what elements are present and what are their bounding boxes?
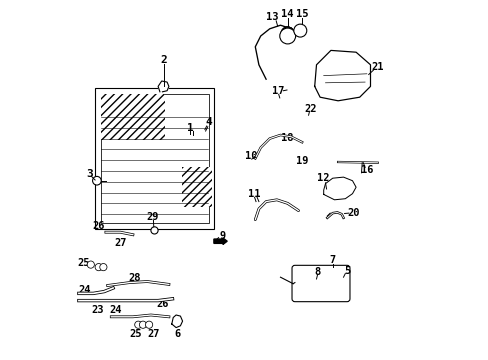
Text: 7: 7 bbox=[329, 255, 335, 265]
Text: 22: 22 bbox=[304, 104, 316, 114]
Circle shape bbox=[134, 321, 142, 328]
Circle shape bbox=[100, 264, 107, 271]
Bar bbox=[101, 94, 208, 223]
Circle shape bbox=[293, 24, 306, 37]
Circle shape bbox=[281, 27, 294, 40]
Text: 15: 15 bbox=[295, 9, 308, 19]
Text: 29: 29 bbox=[146, 212, 159, 222]
Bar bbox=[101, 94, 165, 140]
Text: 25: 25 bbox=[129, 329, 142, 339]
Circle shape bbox=[95, 264, 102, 271]
Text: 27: 27 bbox=[147, 329, 160, 339]
Circle shape bbox=[281, 27, 294, 40]
Text: 4: 4 bbox=[204, 117, 211, 127]
Polygon shape bbox=[171, 315, 182, 328]
Text: 2: 2 bbox=[160, 55, 166, 66]
Text: 26: 26 bbox=[93, 221, 105, 231]
Text: 12: 12 bbox=[317, 173, 329, 183]
Text: 19: 19 bbox=[295, 156, 308, 166]
Text: 16: 16 bbox=[360, 165, 372, 175]
Text: 13: 13 bbox=[266, 12, 278, 22]
Text: 17: 17 bbox=[272, 86, 285, 96]
Text: 8: 8 bbox=[314, 267, 320, 277]
FancyArrow shape bbox=[213, 238, 227, 244]
Polygon shape bbox=[158, 81, 168, 92]
Bar bbox=[181, 167, 212, 207]
Circle shape bbox=[295, 25, 305, 34]
Circle shape bbox=[92, 176, 101, 185]
Circle shape bbox=[139, 321, 146, 328]
Polygon shape bbox=[314, 50, 370, 101]
Circle shape bbox=[279, 28, 295, 44]
FancyBboxPatch shape bbox=[291, 265, 349, 302]
Text: 6: 6 bbox=[174, 329, 180, 339]
Text: 10: 10 bbox=[244, 150, 257, 161]
Text: 24: 24 bbox=[109, 305, 122, 315]
Text: 24: 24 bbox=[78, 285, 90, 295]
Text: 18: 18 bbox=[280, 133, 293, 143]
Circle shape bbox=[282, 28, 293, 39]
Text: 9: 9 bbox=[219, 231, 225, 241]
Circle shape bbox=[151, 227, 158, 234]
Text: 3: 3 bbox=[86, 168, 93, 179]
Text: 5: 5 bbox=[344, 266, 350, 276]
Text: 27: 27 bbox=[115, 238, 127, 248]
Text: 25: 25 bbox=[77, 258, 89, 268]
Text: 1: 1 bbox=[187, 123, 193, 133]
Text: 28: 28 bbox=[128, 273, 141, 283]
Bar bbox=[95, 88, 213, 229]
Text: 21: 21 bbox=[371, 62, 383, 72]
Text: 14: 14 bbox=[281, 9, 293, 19]
Text: 23: 23 bbox=[92, 305, 104, 315]
Text: 20: 20 bbox=[346, 208, 359, 218]
Circle shape bbox=[87, 261, 94, 268]
Polygon shape bbox=[323, 177, 355, 200]
Circle shape bbox=[145, 321, 152, 328]
Text: 11: 11 bbox=[248, 189, 260, 199]
Circle shape bbox=[281, 27, 294, 40]
Text: 26: 26 bbox=[156, 299, 168, 309]
